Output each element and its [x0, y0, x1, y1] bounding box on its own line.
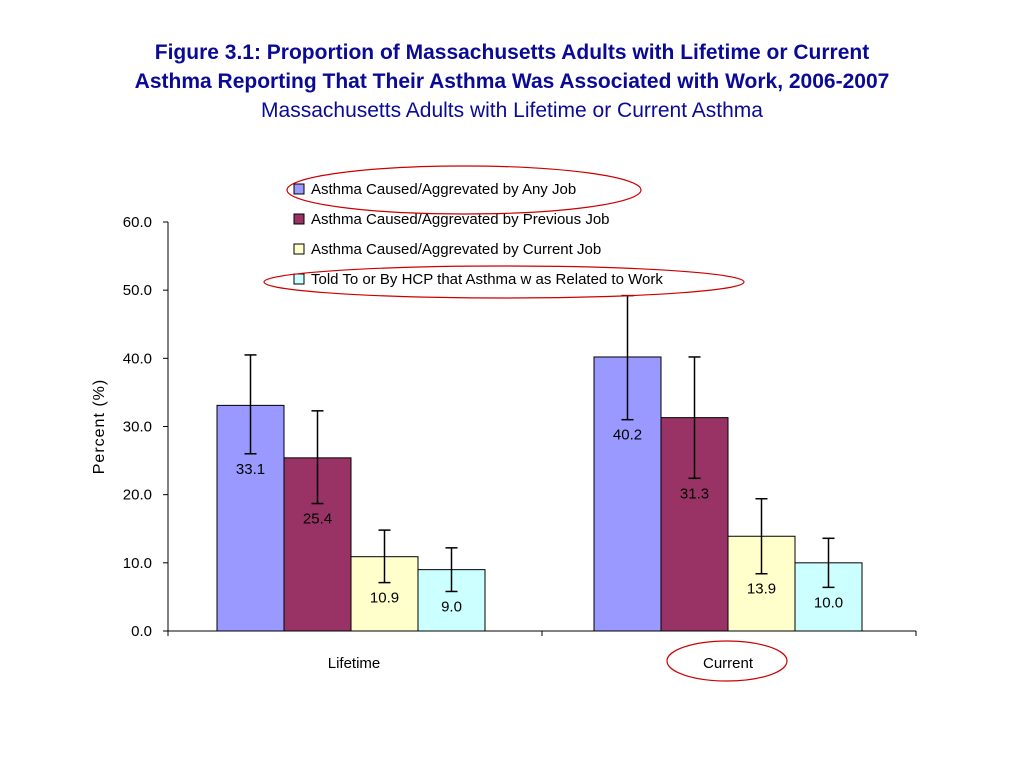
y-tick-label: 30.0 — [123, 419, 152, 436]
chart-error-bars — [244, 294, 835, 593]
title-block: Figure 3.1: Proportion of Massachusetts … — [0, 38, 1024, 125]
y-tick-label: 40.0 — [123, 350, 152, 367]
annotation-circle-legend-hcp — [263, 265, 745, 299]
chart-subtitle: Massachusetts Adults with Lifetime or Cu… — [261, 99, 763, 122]
y-tick-label: 60.0 — [123, 214, 152, 231]
x-category-label: Current — [703, 655, 754, 672]
legend-entry: Asthma Caused/Aggrevated by Current Job — [311, 241, 601, 258]
y-tick-label: 50.0 — [123, 282, 152, 299]
data-label: 31.3 — [680, 485, 709, 502]
data-label: 25.4 — [303, 511, 332, 528]
x-category-label: Lifetime — [328, 655, 381, 672]
legend-entry: Told To or By HCP that Asthma w as Relat… — [311, 271, 663, 288]
legend-entry: Asthma Caused/Aggrevated by Any Job — [311, 181, 576, 198]
y-tick-label: 20.0 — [123, 487, 152, 504]
data-label: 10.0 — [814, 594, 843, 611]
legend-swatch — [293, 213, 305, 225]
legend-swatch — [293, 273, 305, 285]
chart-legend: Asthma Caused/Aggrevated by Any Job Asthm… — [293, 181, 663, 288]
legend-entry: Asthma Caused/Aggrevated by Previous Job — [311, 211, 610, 228]
y-axis-title: Percent (%) — [91, 379, 108, 474]
data-label: 9.0 — [441, 598, 462, 615]
chart-title-line-1: Figure 3.1: Proportion of Massachusetts … — [154, 41, 870, 64]
data-label: 10.9 — [370, 590, 399, 607]
data-label: 40.2 — [613, 427, 642, 444]
y-tick-label: 0.0 — [131, 623, 152, 640]
chart-axes: 0.0 10.0 20.0 30.0 40.0 50.0 60.0 Lifetime Curre… — [91, 214, 917, 672]
chart-title-line-2: Asthma Reporting That Their Asthma Was A… — [134, 70, 890, 93]
data-label: 33.1 — [236, 461, 265, 478]
legend-swatch — [293, 243, 305, 255]
data-label: 13.9 — [747, 581, 776, 598]
annotation-circle-legend-any-job — [286, 165, 642, 215]
y-tick-label: 10.0 — [123, 555, 152, 572]
annotation-circle-current — [666, 640, 788, 682]
chart-annotations — [263, 165, 788, 682]
legend-swatch — [293, 183, 305, 195]
chart-data-labels: 33.1 40.2 25.4 31.3 10.9 13.9 9.0 10.0 — [236, 427, 843, 616]
